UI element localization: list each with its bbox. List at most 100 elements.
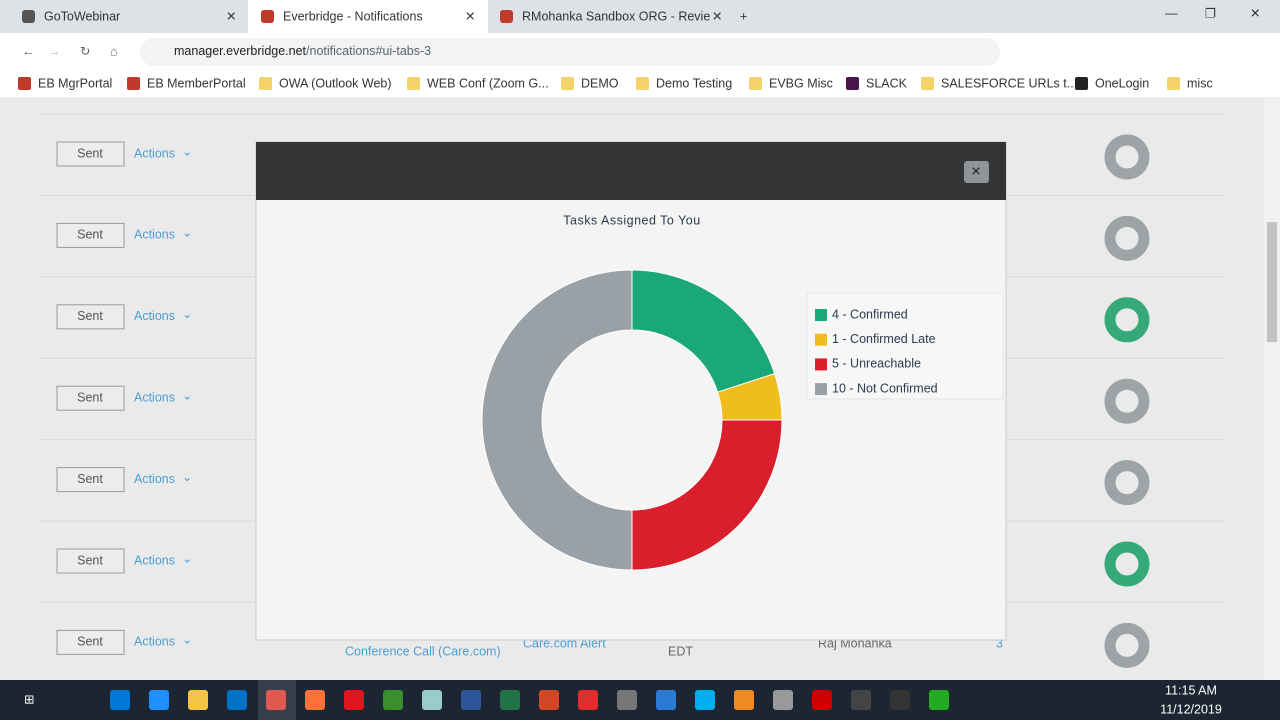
taskbar-icon[interactable]	[266, 690, 286, 710]
taskbar-icon[interactable]	[578, 690, 598, 710]
status[interactable]: Sent	[77, 635, 103, 649]
taskbar-icon[interactable]	[539, 690, 559, 710]
chart: Tasks Assigned To You 4 - Confirmed 1 - Co…	[481, 213, 938, 571]
close-icon[interactable]: ✕	[971, 164, 981, 178]
tab-close[interactable]: ✕	[465, 9, 475, 23]
tab-close[interactable]: ✕	[712, 9, 722, 23]
status[interactable]: Sent	[77, 553, 103, 567]
active-tab[interactable]	[248, 0, 488, 33]
legend-swatch[interactable]	[815, 358, 827, 371]
close-window[interactable]: ✕	[1250, 6, 1260, 20]
status[interactable]: Sent	[77, 472, 103, 486]
taskbar-icon[interactable]	[422, 690, 442, 710]
status-button[interactable]	[56, 629, 125, 655]
bookmark-icon	[18, 77, 31, 90]
taskbar-icon[interactable]	[890, 690, 910, 710]
bookmark-icon	[921, 77, 934, 90]
bookmark[interactable]: SLACK	[866, 76, 908, 90]
bookmark-icon	[846, 77, 859, 90]
status[interactable]: Sent	[77, 146, 103, 160]
legend-label[interactable]: 10 - Not Confirmed	[832, 381, 938, 395]
taskbar-icon[interactable]	[734, 690, 754, 710]
tab-title[interactable]: RMohanka Sandbox ORG - Revie	[522, 9, 710, 23]
taskbar-icon[interactable]	[812, 690, 832, 710]
taskbar-icon[interactable]	[188, 690, 208, 710]
status-button[interactable]	[56, 141, 125, 167]
back-button[interactable]: ←	[22, 44, 35, 58]
tab-title[interactable]: GoToWebinar	[44, 9, 120, 23]
legend-label[interactable]: 1 - Confirmed Late	[832, 332, 936, 346]
taskbar-icon[interactable]	[617, 690, 637, 710]
scroll-thumb[interactable]	[1267, 222, 1277, 342]
status-button[interactable]	[56, 304, 125, 330]
modal-close[interactable]	[964, 161, 989, 183]
status-button[interactable]	[56, 467, 125, 493]
status-button[interactable]	[56, 222, 125, 248]
status-button[interactable]	[56, 548, 125, 574]
bookmark[interactable]: OneLogin	[1095, 76, 1149, 90]
home-button[interactable]: ⌂	[110, 44, 118, 58]
actions[interactable]: Actions	[134, 146, 175, 160]
bookmark[interactable]: WEB Conf (Zoom G...	[427, 76, 549, 90]
start-button[interactable]: ⊞	[24, 692, 34, 706]
restore[interactable]: ❐	[1205, 6, 1216, 20]
chevron: ⌄	[182, 551, 192, 565]
taskbar-icon[interactable]	[656, 690, 676, 710]
url[interactable]: manager.everbridge.net/notifications#ui-…	[174, 44, 431, 58]
taskbar-icon[interactable]	[929, 690, 949, 710]
status[interactable]: Sent	[77, 309, 103, 323]
status-button[interactable]	[56, 385, 125, 411]
forward-button[interactable]: →	[48, 44, 61, 58]
taskbar-icon[interactable]	[695, 690, 715, 710]
taskbar-icon[interactable]	[773, 690, 793, 710]
tab-close[interactable]: ✕	[226, 9, 236, 23]
row-name[interactable]: Conference Call (Care.com)	[345, 645, 501, 659]
legend-swatch[interactable]	[815, 309, 827, 321]
actions[interactable]: Actions	[134, 635, 175, 649]
taskbar-icon[interactable]	[344, 690, 364, 710]
minimize[interactable]: —	[1165, 6, 1178, 20]
bookmark-icon	[561, 77, 574, 90]
bookmark[interactable]: OWA (Outlook Web)	[279, 76, 392, 90]
status[interactable]: Sent	[77, 228, 103, 242]
bookmark[interactable]: EB MgrPortal	[38, 76, 112, 90]
clock-time[interactable]: 11:15 AM	[1165, 683, 1217, 697]
taskbar-icon[interactable]	[110, 690, 130, 710]
actions[interactable]: Actions	[134, 390, 175, 404]
bookmark[interactable]: SALESFORCE URLs t...	[941, 76, 1077, 90]
bookmark[interactable]: DEMO	[581, 76, 619, 90]
status[interactable]: Sent	[77, 390, 103, 404]
legend-swatch[interactable]	[815, 333, 827, 346]
bookmark[interactable]: misc	[1187, 76, 1213, 90]
actions[interactable]: Actions	[134, 553, 175, 567]
new-tab[interactable]: +	[740, 9, 747, 23]
donut-slice[interactable]	[481, 269, 633, 571]
status-donut	[1104, 378, 1150, 424]
clock-date[interactable]: 11/12/2019	[1160, 702, 1222, 716]
legend-label[interactable]: 5 - Unreachable	[832, 357, 921, 371]
legend-label[interactable]: 4 - Confirmed	[832, 307, 908, 321]
legend-swatch[interactable]	[815, 383, 827, 396]
taskbar-icon[interactable]	[461, 690, 481, 710]
bookmark[interactable]: EB MemberPortal	[147, 76, 246, 90]
donut-slice[interactable]	[631, 419, 783, 571]
actions[interactable]: Actions	[134, 472, 175, 486]
bookmark[interactable]: Demo Testing	[656, 76, 732, 90]
row-count[interactable]: 3	[996, 637, 1003, 651]
bookmark-icon	[1075, 77, 1088, 90]
reload-button[interactable]: ↻	[80, 44, 90, 58]
bookmark[interactable]: EVBG Misc	[769, 76, 833, 90]
taskbar-icon[interactable]	[500, 690, 520, 710]
tab-title[interactable]: Everbridge - Notifications	[283, 9, 423, 23]
taskbar-icon[interactable]	[149, 690, 169, 710]
taskbar-icon[interactable]	[851, 690, 871, 710]
actions[interactable]: Actions	[134, 228, 175, 242]
url-host: manager.everbridge.net	[174, 44, 307, 58]
actions[interactable]: Actions	[134, 309, 175, 323]
taskbar-icon[interactable]	[383, 690, 403, 710]
taskbar-icon[interactable]	[227, 690, 247, 710]
omnibox[interactable]	[140, 38, 1000, 66]
taskbar-icon[interactable]	[305, 690, 325, 710]
